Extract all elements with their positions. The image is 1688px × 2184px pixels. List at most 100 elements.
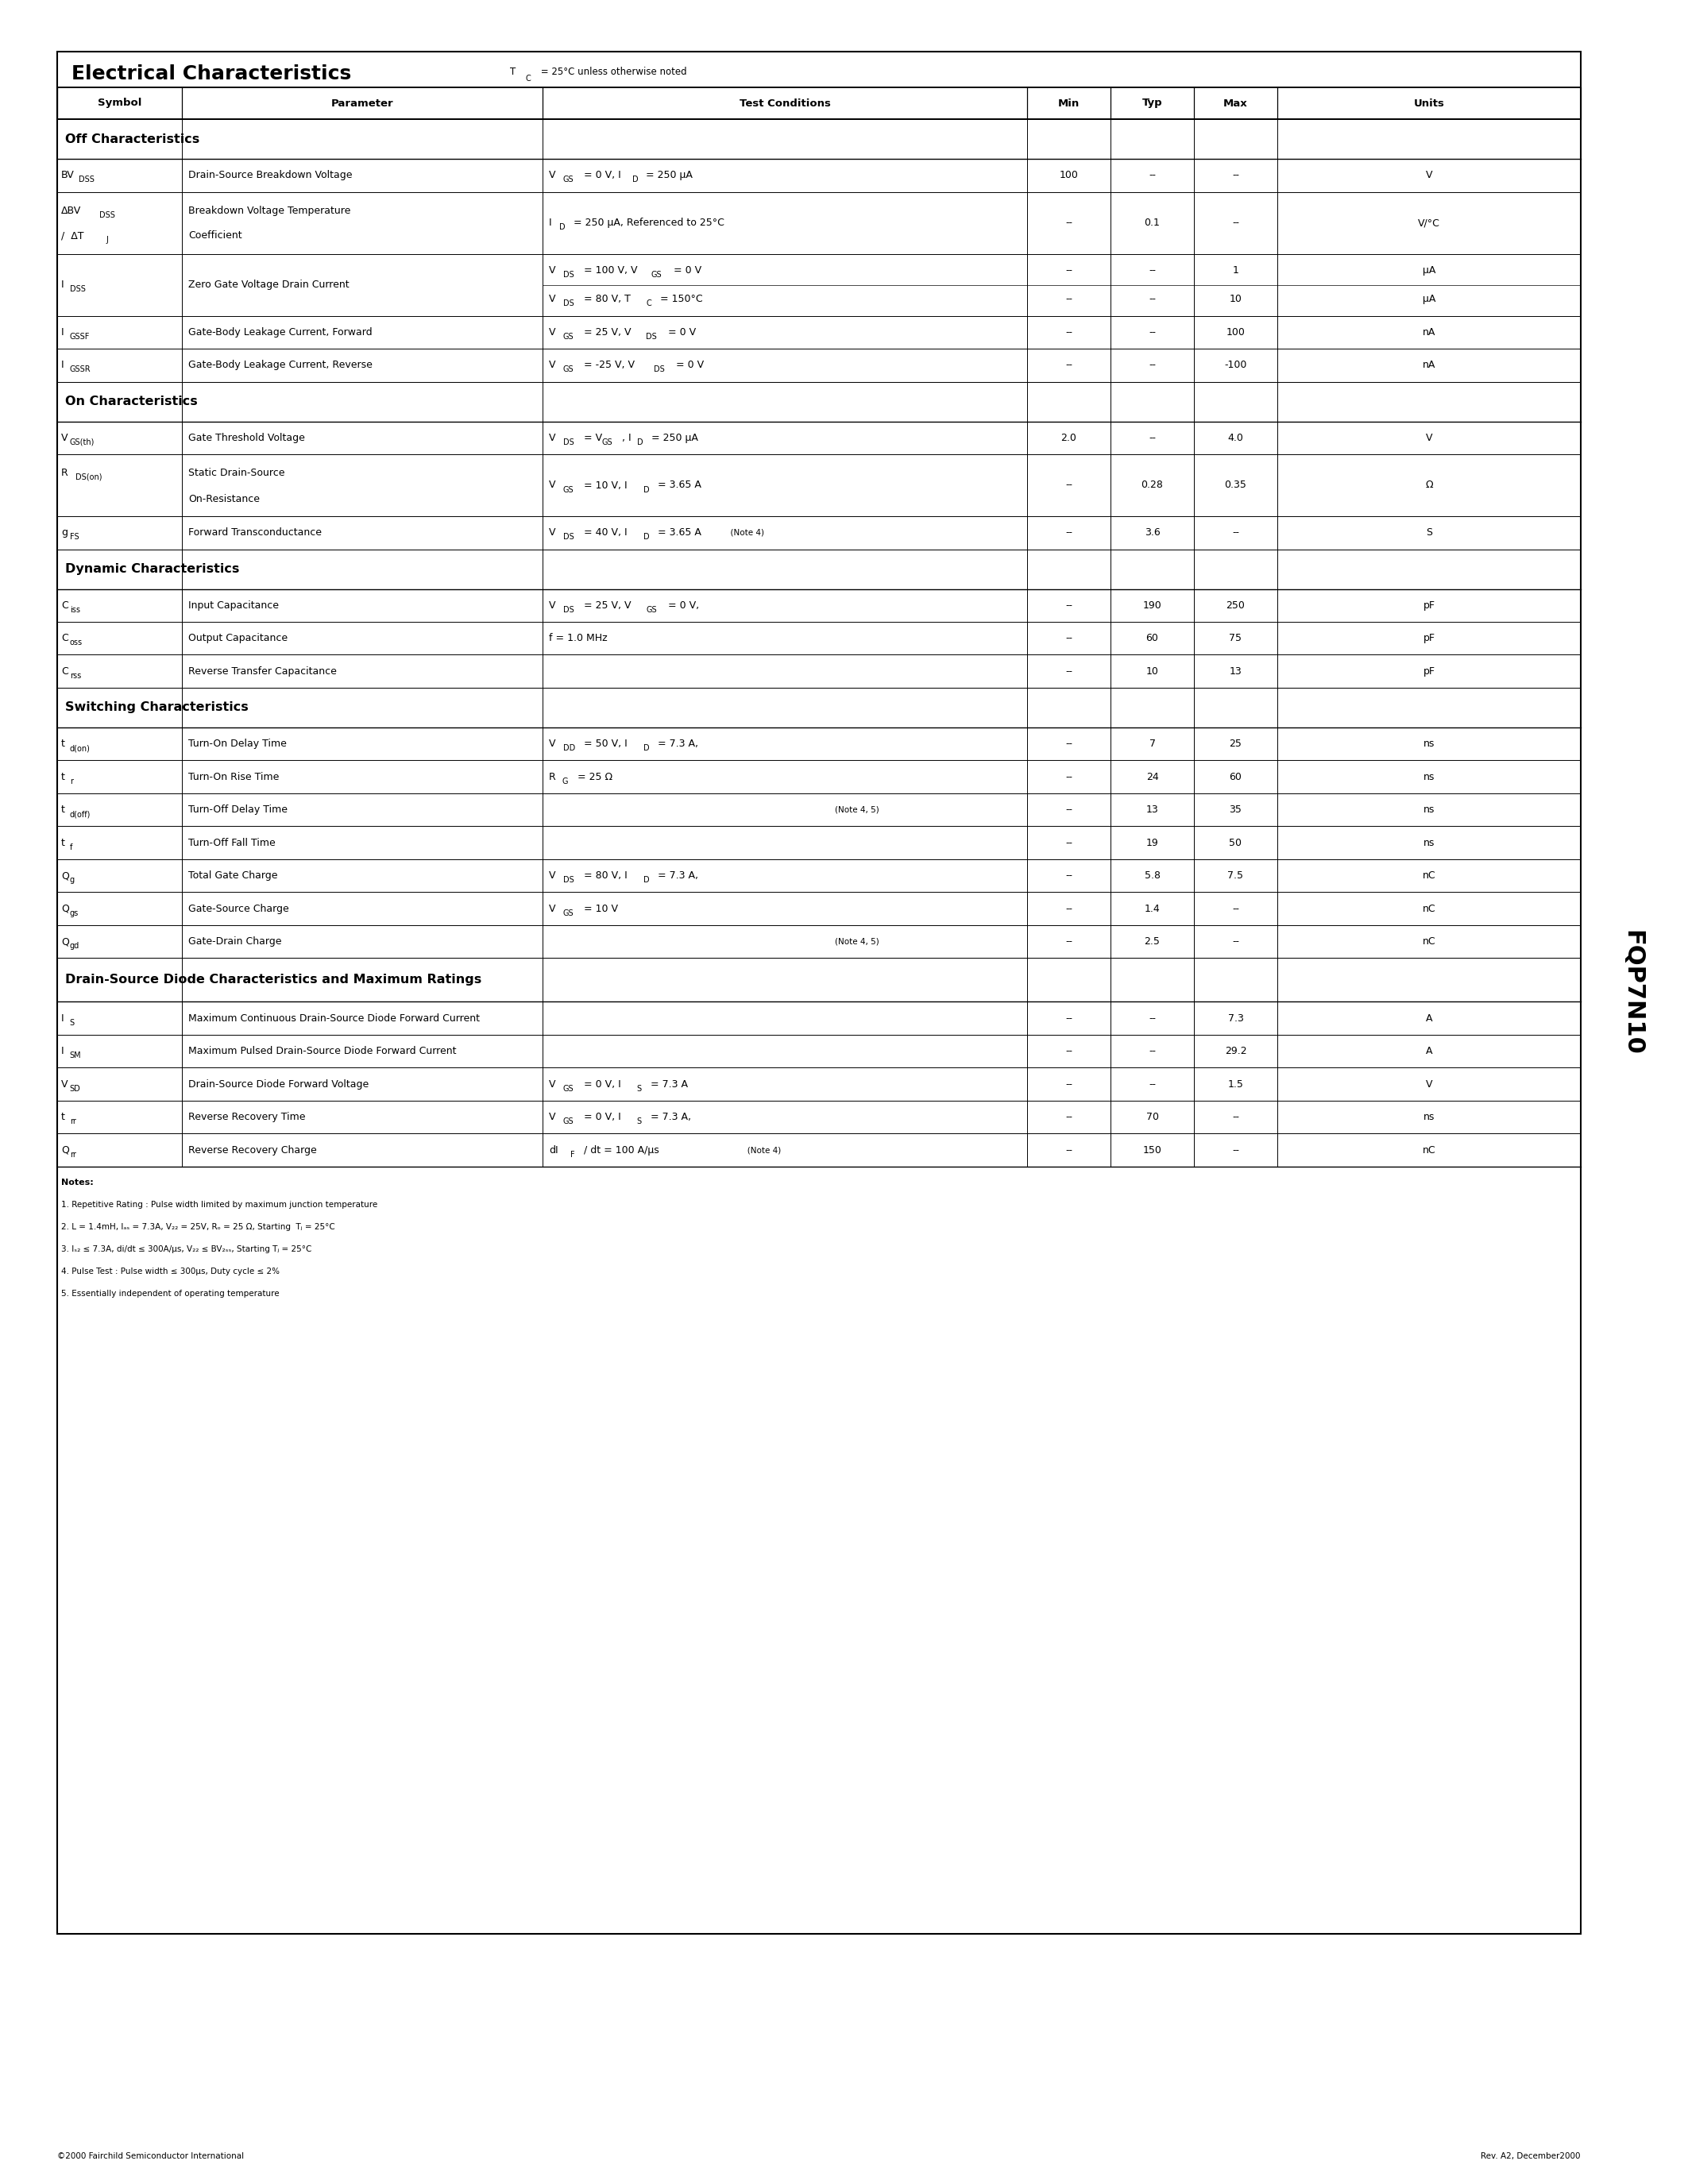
Text: = 25 Ω: = 25 Ω [574, 771, 613, 782]
Text: 250: 250 [1225, 601, 1246, 612]
Text: gd: gd [69, 941, 79, 950]
Text: ns: ns [1423, 771, 1435, 782]
Text: = 0 V: = 0 V [670, 264, 702, 275]
Text: 4.0: 4.0 [1227, 432, 1244, 443]
Text: S: S [636, 1118, 641, 1125]
Text: t: t [61, 738, 66, 749]
Text: 0.1: 0.1 [1144, 218, 1160, 227]
Text: V: V [1426, 1079, 1433, 1090]
Text: = 7.3 A,: = 7.3 A, [648, 1112, 690, 1123]
Text: t: t [61, 839, 66, 847]
Text: Output Capacitance: Output Capacitance [189, 633, 287, 644]
Text: GS: GS [603, 439, 613, 446]
Text: DS: DS [562, 271, 574, 280]
Text: 2. L = 1.4mH, Iₐₛ = 7.3A, V₂₂ = 25V, Rₒ = 25 Ω, Starting  Tⱼ = 25°C: 2. L = 1.4mH, Iₐₛ = 7.3A, V₂₂ = 25V, Rₒ … [61, 1223, 334, 1232]
Text: Q: Q [61, 937, 69, 948]
Text: V: V [549, 432, 555, 443]
Text: --: -- [1232, 937, 1239, 948]
Text: FS: FS [69, 533, 79, 542]
Text: Q: Q [61, 871, 69, 880]
Text: Reverse Transfer Capacitance: Reverse Transfer Capacitance [189, 666, 336, 677]
Text: f = 1.0 MHz: f = 1.0 MHz [549, 633, 608, 644]
Text: --: -- [1065, 360, 1072, 371]
Text: Turn-Off Delay Time: Turn-Off Delay Time [189, 804, 287, 815]
Text: C: C [525, 74, 530, 83]
Text: Breakdown Voltage Temperature: Breakdown Voltage Temperature [189, 205, 351, 216]
Text: --: -- [1065, 633, 1072, 644]
Text: --: -- [1065, 1046, 1072, 1057]
Text: --: -- [1148, 432, 1156, 443]
Text: 5.8: 5.8 [1144, 871, 1160, 880]
Text: = 0 V: = 0 V [674, 360, 704, 371]
Text: t: t [61, 1112, 66, 1123]
Text: = V: = V [581, 432, 603, 443]
Text: 3.6: 3.6 [1144, 529, 1160, 537]
Text: Parameter: Parameter [331, 98, 393, 109]
Text: --: -- [1148, 295, 1156, 304]
Text: Dynamic Characteristics: Dynamic Characteristics [66, 563, 240, 574]
Text: 100: 100 [1225, 328, 1246, 336]
Text: DS: DS [562, 533, 574, 542]
Text: D: D [643, 745, 650, 751]
Text: --: -- [1065, 295, 1072, 304]
Text: 4. Pulse Test : Pulse width ≤ 300μs, Duty cycle ≤ 2%: 4. Pulse Test : Pulse width ≤ 300μs, Dut… [61, 1267, 280, 1275]
Text: I: I [549, 218, 552, 227]
Text: Q: Q [61, 1144, 69, 1155]
Text: Gate Threshold Voltage: Gate Threshold Voltage [189, 432, 306, 443]
Text: Turn-On Delay Time: Turn-On Delay Time [189, 738, 287, 749]
Text: --: -- [1065, 1079, 1072, 1090]
Text: / dt = 100 A/μs: / dt = 100 A/μs [581, 1144, 658, 1155]
Text: GSSR: GSSR [69, 365, 91, 373]
Text: Drain-Source Diode Characteristics and Maximum Ratings: Drain-Source Diode Characteristics and M… [66, 974, 481, 985]
Text: 50: 50 [1229, 839, 1242, 847]
Text: 1.5: 1.5 [1227, 1079, 1244, 1090]
Text: GS: GS [562, 175, 574, 183]
Text: GS: GS [562, 909, 574, 917]
Text: G: G [562, 778, 569, 786]
Text: --: -- [1065, 871, 1072, 880]
Text: Turn-On Rise Time: Turn-On Rise Time [189, 771, 279, 782]
Text: Switching Characteristics: Switching Characteristics [66, 701, 248, 714]
Text: = 25 V, V: = 25 V, V [581, 601, 631, 612]
Text: S: S [636, 1085, 641, 1092]
Text: Static Drain-Source: Static Drain-Source [189, 467, 285, 478]
Text: C: C [61, 601, 68, 612]
Text: 1.4: 1.4 [1144, 904, 1160, 913]
Text: --: -- [1065, 480, 1072, 491]
Text: DSS: DSS [78, 175, 95, 183]
Text: pF: pF [1423, 666, 1435, 677]
Text: nC: nC [1423, 937, 1435, 948]
Text: = 80 V, T: = 80 V, T [581, 295, 631, 304]
Text: DD: DD [562, 745, 576, 751]
Text: 10: 10 [1229, 295, 1242, 304]
Text: V: V [549, 904, 555, 913]
Text: Input Capacitance: Input Capacitance [189, 601, 279, 612]
Text: Turn-Off Fall Time: Turn-Off Fall Time [189, 839, 275, 847]
Text: = 25 V, V: = 25 V, V [581, 328, 631, 336]
Text: μA: μA [1423, 264, 1435, 275]
Text: ns: ns [1423, 738, 1435, 749]
Text: --: -- [1065, 218, 1072, 227]
Text: DSS: DSS [100, 212, 115, 218]
Text: f: f [69, 843, 73, 852]
Text: ns: ns [1423, 839, 1435, 847]
Text: nC: nC [1423, 904, 1435, 913]
Text: ©2000 Fairchild Semiconductor International: ©2000 Fairchild Semiconductor Internatio… [57, 2151, 245, 2160]
Text: 24: 24 [1146, 771, 1158, 782]
Text: --: -- [1148, 1046, 1156, 1057]
Text: pF: pF [1423, 601, 1435, 612]
Text: --: -- [1065, 529, 1072, 537]
Text: --: -- [1232, 170, 1239, 181]
Text: = 80 V, I: = 80 V, I [581, 871, 628, 880]
Text: (Note 4): (Note 4) [739, 1147, 782, 1153]
Text: DS: DS [562, 299, 574, 308]
Text: I: I [61, 360, 64, 371]
Text: pF: pF [1423, 633, 1435, 644]
Text: rr: rr [69, 1151, 76, 1158]
Text: --: -- [1065, 1013, 1072, 1024]
Text: --: -- [1065, 1112, 1072, 1123]
Text: 7: 7 [1150, 738, 1155, 749]
Text: C: C [61, 633, 68, 644]
Text: D: D [633, 175, 638, 183]
Text: --: -- [1065, 804, 1072, 815]
